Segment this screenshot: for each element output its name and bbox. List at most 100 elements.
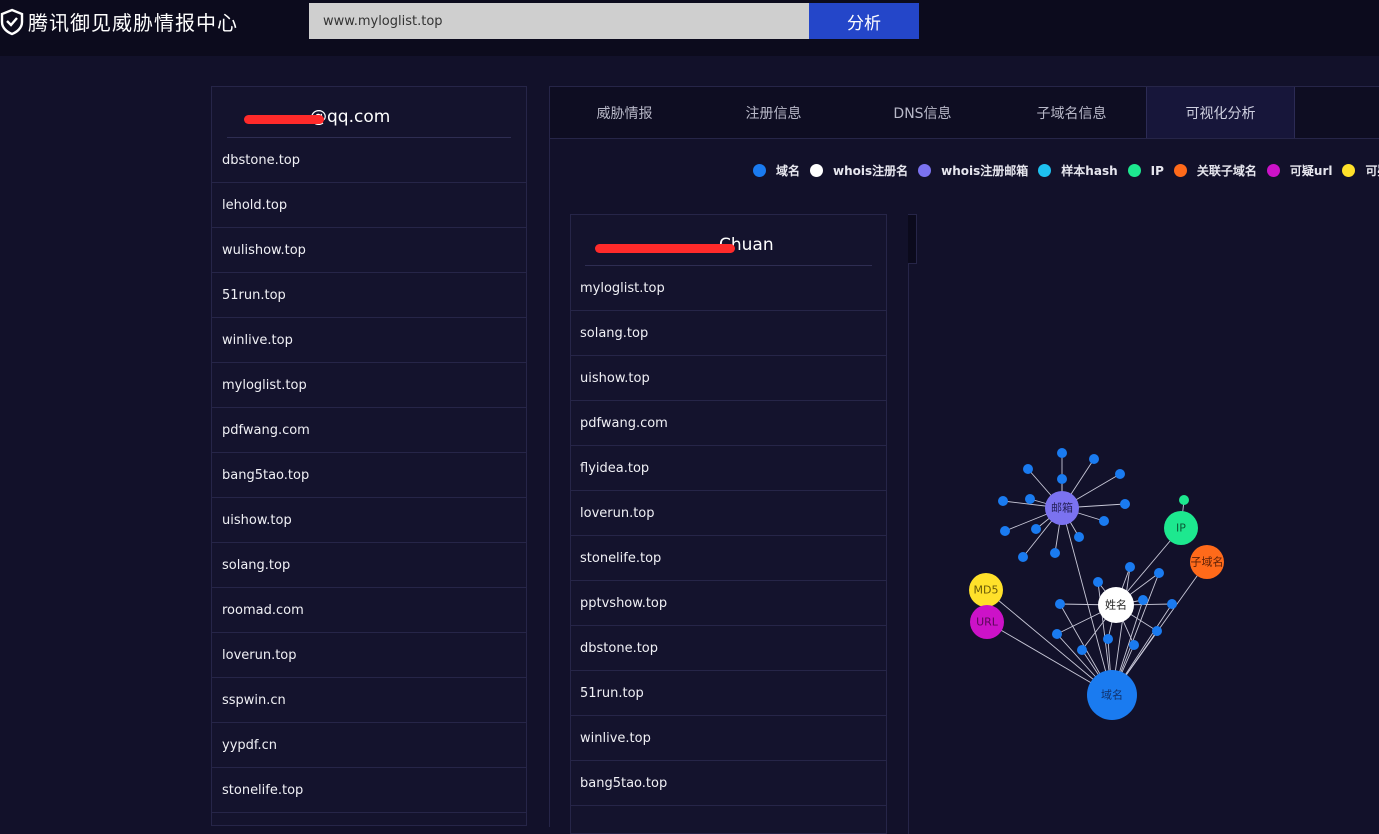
email-domain-item[interactable]: loverun.top bbox=[212, 633, 526, 678]
registrant-domain-item[interactable]: loverun.top bbox=[571, 491, 886, 536]
graph-node-label: URL bbox=[976, 616, 999, 629]
legend-dot-icon bbox=[753, 164, 766, 177]
graph-node-label: MD5 bbox=[974, 584, 999, 597]
analyze-button[interactable]: 分析 bbox=[809, 3, 919, 39]
graph-leaf-node[interactable] bbox=[1018, 552, 1028, 562]
graph-node-subdomain[interactable] bbox=[1190, 545, 1224, 579]
graph-leaf-node[interactable] bbox=[1167, 599, 1177, 609]
email-domain-list: dbstone.top lehold.top wulishow.top 51run.t… bbox=[212, 138, 526, 813]
tab-3[interactable]: DNS信息 bbox=[893, 105, 952, 122]
legend-item[interactable]: 样本hash bbox=[1038, 162, 1118, 179]
registrant-domain-item[interactable]: myloglist.top bbox=[571, 266, 886, 311]
legend-item[interactable]: 关联子域名 bbox=[1173, 162, 1257, 179]
registrant-domain-item[interactable]: stonelife.top bbox=[571, 536, 886, 581]
graph-leaf-node[interactable] bbox=[1103, 634, 1113, 644]
email-domain-item[interactable]: 51run.top bbox=[212, 273, 526, 318]
tab-2[interactable]: 注册信息 bbox=[745, 105, 802, 122]
tab-bar: 威胁情报 注册信息 DNS信息 子域名信息 可视化分析 bbox=[550, 87, 1379, 139]
graph-leaf-node[interactable] bbox=[1023, 464, 1033, 474]
email-domain-item[interactable]: stonelife.top bbox=[212, 768, 526, 813]
graph-node-md5[interactable] bbox=[969, 573, 1003, 607]
graph-leaf-node[interactable] bbox=[1129, 640, 1139, 650]
email-domain-item[interactable]: yypdf.cn bbox=[212, 723, 526, 768]
registrant-domain-item[interactable]: bang5tao.top bbox=[571, 761, 886, 806]
graph-leaf-node[interactable] bbox=[1125, 562, 1135, 572]
tab-5[interactable]: 可视化分析 bbox=[1146, 87, 1295, 138]
tab-1[interactable]: 威胁情报 bbox=[596, 105, 653, 122]
email-panel-title: @qq.com bbox=[227, 87, 511, 138]
graph-legend: 域名 whois注册名 whois注册邮箱 样本hash IP 关联子域名 可疑url 可疑 bbox=[753, 162, 1379, 179]
graph-leaf-node[interactable] bbox=[1099, 516, 1109, 526]
email-domain-item[interactable]: bang5tao.top bbox=[212, 453, 526, 498]
graph-leaf-node[interactable] bbox=[1120, 499, 1130, 509]
graph-leaf-node[interactable] bbox=[1050, 548, 1060, 558]
registrant-domain-item[interactable]: uishow.top bbox=[571, 356, 886, 401]
legend-dot-icon bbox=[1266, 164, 1280, 177]
graph-leaf-node[interactable] bbox=[1052, 629, 1062, 639]
graph-leaf-node[interactable] bbox=[1115, 469, 1125, 479]
graph-node-ip[interactable] bbox=[1164, 511, 1198, 545]
email-domain-item[interactable]: uishow.top bbox=[212, 498, 526, 543]
graph-node-name[interactable] bbox=[1098, 587, 1134, 623]
graph-leaf-node[interactable] bbox=[1025, 494, 1035, 504]
logo[interactable]: 腾讯御见威胁情报中心 bbox=[0, 7, 238, 36]
registrant-domain-item[interactable]: winlive.top bbox=[571, 716, 886, 761]
graph-leaf-node[interactable] bbox=[1152, 626, 1162, 636]
graph-leaf-node[interactable] bbox=[1055, 599, 1065, 609]
registrant-domain-item[interactable]: pptvshow.top bbox=[571, 581, 886, 626]
graph-leaf-node[interactable] bbox=[1074, 532, 1084, 542]
legend-label: IP bbox=[1150, 163, 1164, 178]
email-domain-item[interactable]: myloglist.top bbox=[212, 363, 526, 408]
legend-dot-icon bbox=[1038, 164, 1052, 177]
registrant-domain-item[interactable]: 51run.top bbox=[571, 671, 886, 716]
graph-node-label: IP bbox=[1176, 522, 1186, 535]
legend-item[interactable]: 域名 bbox=[753, 162, 800, 179]
graph-leaf-node[interactable] bbox=[1031, 524, 1041, 534]
email-domain-item[interactable]: lehold.top bbox=[212, 183, 526, 228]
email-domain-item[interactable]: roomad.com bbox=[212, 588, 526, 633]
registrant-domain-item[interactable]: solang.top bbox=[571, 311, 886, 356]
email-domain-item[interactable]: dbstone.top bbox=[212, 138, 526, 183]
graph-toolbar-stub bbox=[908, 214, 917, 264]
graph-leaf-node[interactable] bbox=[1077, 645, 1087, 655]
legend-label: whois注册邮箱 bbox=[941, 164, 1029, 178]
registrant-domain-panel: Chuan myloglist.top solang.top uishow.top p… bbox=[570, 214, 887, 834]
legend-dot-icon bbox=[918, 164, 932, 177]
tab-4[interactable]: 子域名信息 bbox=[1036, 105, 1107, 122]
graph-leaf-node[interactable] bbox=[998, 496, 1008, 506]
email-domain-item[interactable]: sspwin.cn bbox=[212, 678, 526, 723]
graph-leaf-node[interactable] bbox=[1057, 474, 1067, 484]
email-domain-item[interactable]: wulishow.top bbox=[212, 228, 526, 273]
graph-node-label: 邮箱 bbox=[1051, 501, 1073, 515]
graph-leaf-node[interactable] bbox=[1093, 577, 1103, 587]
graph-node-url[interactable] bbox=[970, 605, 1004, 639]
email-domain-item[interactable]: pdfwang.com bbox=[212, 408, 526, 453]
registrant-domain-item[interactable]: flyidea.top bbox=[571, 446, 886, 491]
email-domain-item[interactable]: solang.top bbox=[212, 543, 526, 588]
search-input[interactable] bbox=[309, 3, 809, 39]
email-title-text: @qq.com bbox=[310, 107, 391, 127]
email-domain-item[interactable]: winlive.top bbox=[212, 318, 526, 363]
legend-item[interactable]: whois注册邮箱 bbox=[918, 162, 1028, 179]
registrant-panel-title: Chuan bbox=[585, 215, 872, 266]
legend-item[interactable]: IP bbox=[1127, 163, 1164, 178]
graph-leaf-node[interactable] bbox=[1000, 526, 1010, 536]
legend-label: 可疑 bbox=[1365, 164, 1379, 178]
redaction-mark bbox=[595, 244, 735, 253]
legend-item[interactable]: whois注册名 bbox=[810, 162, 908, 179]
registrant-domain-item[interactable]: dbstone.top bbox=[571, 626, 886, 671]
graph-leaf-node[interactable] bbox=[1179, 495, 1189, 505]
graph-leaf-node[interactable] bbox=[1089, 454, 1099, 464]
graph-leaf-node[interactable] bbox=[1154, 568, 1164, 578]
shield-check-icon bbox=[0, 8, 24, 35]
legend-item[interactable]: 可疑url bbox=[1266, 162, 1332, 179]
graph-leaf-node[interactable] bbox=[1057, 448, 1067, 458]
graph-leaf-node[interactable] bbox=[1138, 595, 1148, 605]
redaction-mark bbox=[244, 115, 324, 124]
legend-item[interactable]: 可疑 bbox=[1342, 162, 1379, 179]
graph-node-domain[interactable] bbox=[1087, 670, 1137, 720]
registrant-domain-item[interactable]: pdfwang.com bbox=[571, 401, 886, 446]
graph-node-email[interactable] bbox=[1045, 491, 1079, 525]
graph-area bbox=[908, 214, 1379, 834]
